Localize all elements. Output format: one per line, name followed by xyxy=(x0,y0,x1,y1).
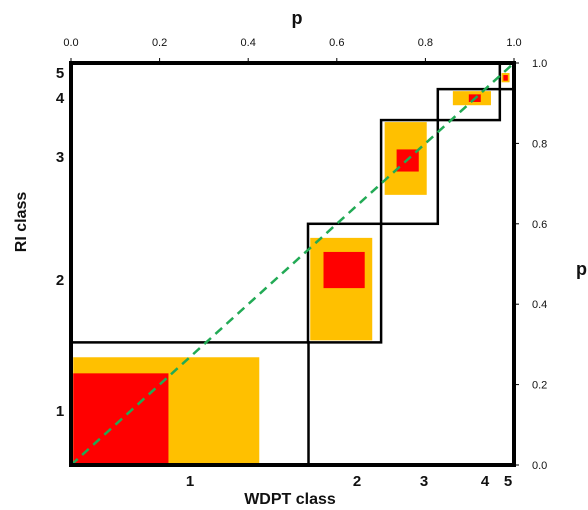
wdpt-class-label-1: 1 xyxy=(186,473,194,490)
diagonal-layer xyxy=(70,62,515,466)
red-rect-class-2 xyxy=(323,251,365,289)
top-axis-title: p xyxy=(292,8,303,28)
top-tick-label-5: 1.0 xyxy=(506,37,521,49)
red-rect-class-5 xyxy=(503,75,508,81)
right-tick-label-0: 0.0 xyxy=(532,460,547,472)
class-box-4 xyxy=(436,87,502,122)
right-tick-label-2: 0.4 xyxy=(532,299,547,311)
wdpt-class-label-5: 5 xyxy=(504,473,512,490)
right-tick-label-5: 1.0 xyxy=(532,58,547,70)
class-box-3 xyxy=(379,118,440,226)
right-tick-label-4: 0.8 xyxy=(532,138,547,150)
right-tick-label-3: 0.6 xyxy=(532,219,547,231)
top-tick-label-3: 0.6 xyxy=(329,37,344,49)
wdpt-class-label-3: 3 xyxy=(420,473,428,490)
top-tick-label-0: 0.0 xyxy=(63,37,78,49)
right-tick-label-1: 0.2 xyxy=(532,380,547,392)
top-tick-label-4: 0.8 xyxy=(418,37,433,49)
ri-class-label-2: 2 xyxy=(56,272,64,289)
top-tick-label-2: 0.4 xyxy=(241,37,256,49)
wdpt-class-label-2: 2 xyxy=(353,473,361,490)
top-tick-label-1: 0.2 xyxy=(152,37,167,49)
frame-layer xyxy=(69,61,516,467)
ri-class-label-1: 1 xyxy=(56,403,64,420)
rectangle-layer xyxy=(73,73,510,465)
right-axis-title: p xyxy=(576,259,587,279)
y-axis-title: RI class xyxy=(13,192,30,253)
diagonal-reference-line xyxy=(70,62,515,466)
wdpt-class-label-4: 4 xyxy=(481,473,490,490)
x-axis-title: WDPT class xyxy=(244,491,336,508)
class-box-2 xyxy=(306,222,383,344)
ri-class-label-4: 4 xyxy=(56,90,65,107)
ri-class-label-5: 5 xyxy=(56,65,64,82)
plot-frame xyxy=(69,61,516,467)
ri-class-label-3: 3 xyxy=(56,149,64,166)
tick-layer: 0.0 0.0 0.2 0.2 0.4 0.4 0.6 0.6 0.8 0.8 1.0 1.0 xyxy=(63,37,547,472)
